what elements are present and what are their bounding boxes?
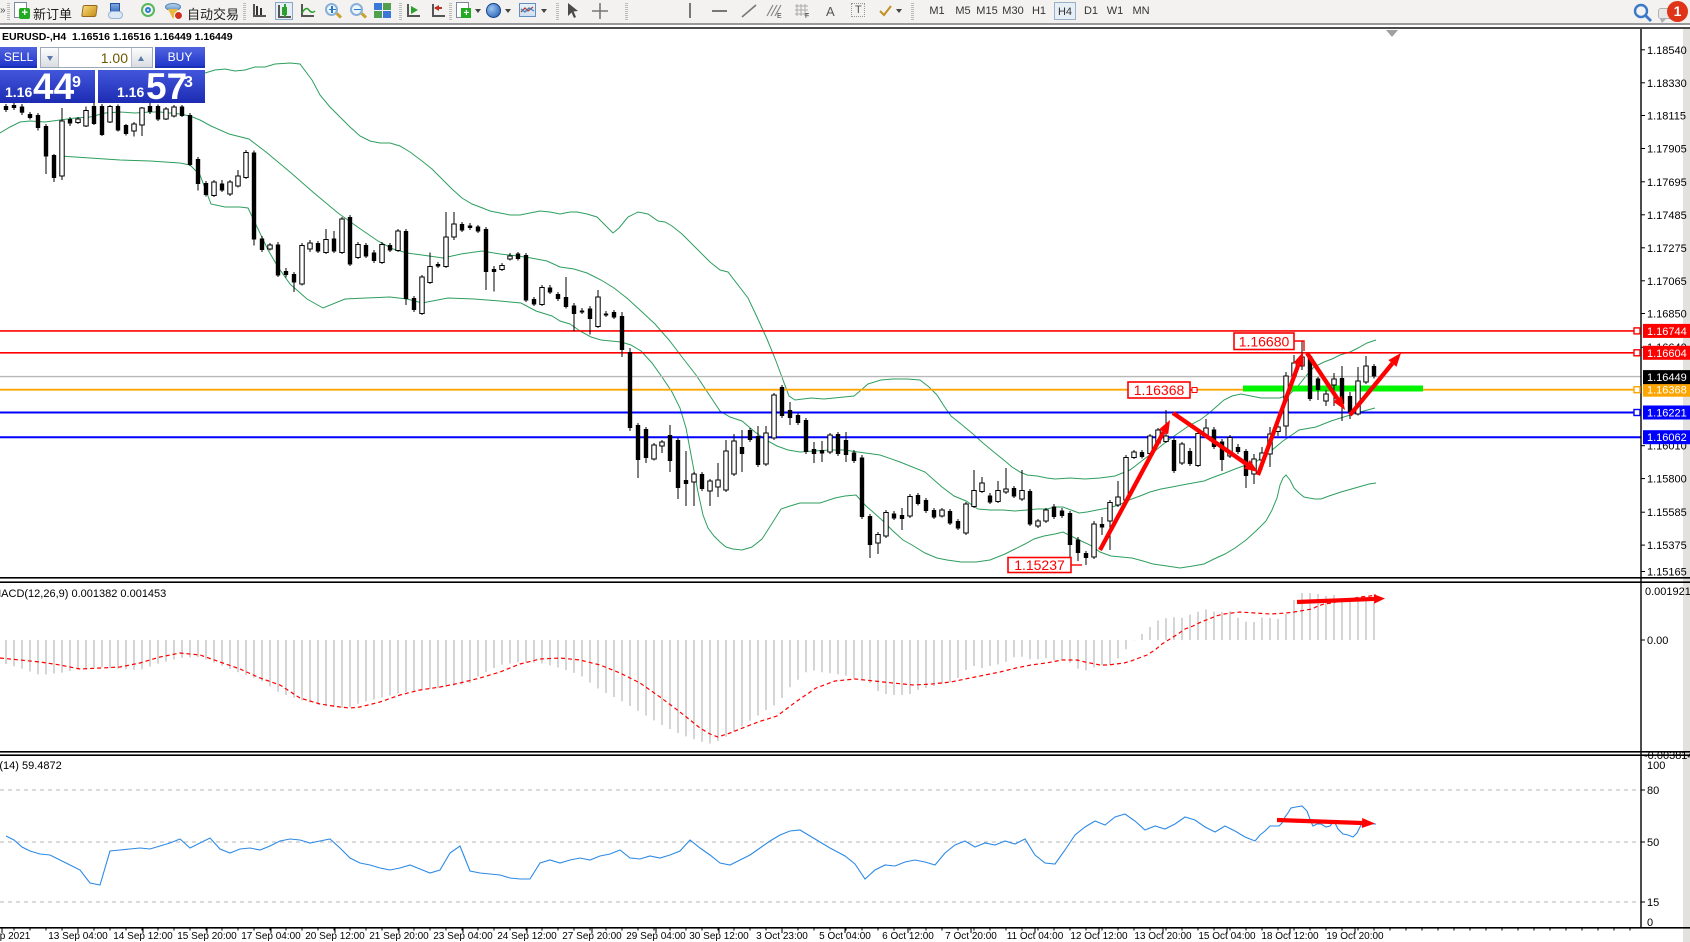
svg-text:6 Oct 12:00: 6 Oct 12:00 [882,931,934,942]
svg-text:27 Sep 20:00: 27 Sep 20:00 [562,931,622,942]
svg-text:1.16744: 1.16744 [1647,326,1687,338]
svg-text:0.001921: 0.001921 [1645,586,1690,598]
svg-text:1.18115: 1.18115 [1647,111,1686,123]
svg-text:1.17695: 1.17695 [1647,177,1687,189]
svg-text:5 Oct 04:00: 5 Oct 04:00 [819,931,871,942]
svg-text:1.16062: 1.16062 [1647,432,1687,444]
svg-text:3 Oct 23:00: 3 Oct 23:00 [756,931,808,942]
svg-text:EURUSD-,H4 1.16516 1.16516 1.: EURUSD-,H4 1.16516 1.16516 1.16449 1.164… [2,31,233,43]
svg-text:14 Sep 12:00: 14 Sep 12:00 [113,931,173,942]
svg-text:1.17905: 1.17905 [1647,144,1687,156]
svg-text:13 Oct 20:00: 13 Oct 20:00 [1134,931,1192,942]
svg-text:18 Oct 12:00: 18 Oct 12:00 [1261,931,1319,942]
svg-text:1.15165: 1.15165 [1647,567,1687,579]
svg-text:1.17065: 1.17065 [1647,276,1687,288]
svg-text:15 Sep 20:00: 15 Sep 20:00 [177,931,237,942]
svg-text:1.18540: 1.18540 [1647,45,1687,57]
svg-text:F: F [805,13,809,20]
svg-text:1.16604: 1.16604 [1647,348,1687,360]
svg-text:-0.003814: -0.003814 [1644,750,1690,762]
svg-text:1.18330: 1.18330 [1647,78,1687,90]
svg-text:10 Sep 2021: 10 Sep 2021 [0,931,31,942]
svg-text:15: 15 [1647,897,1659,909]
svg-text:20 Sep 12:00: 20 Sep 12:00 [305,931,365,942]
svg-text:7 Oct 20:00: 7 Oct 20:00 [945,931,997,942]
svg-text:0.00: 0.00 [1647,635,1668,647]
svg-text:1.16368: 1.16368 [1134,382,1185,398]
svg-text:30 Sep 12:00: 30 Sep 12:00 [689,931,749,942]
svg-text:1.15375: 1.15375 [1647,540,1687,552]
svg-text:29 Sep 04:00: 29 Sep 04:00 [626,931,686,942]
svg-text:13 Sep 04:00: 13 Sep 04:00 [48,931,108,942]
svg-text:1.15585: 1.15585 [1647,507,1687,519]
svg-text:15 Oct 04:00: 15 Oct 04:00 [1198,931,1256,942]
svg-text:23 Sep 04:00: 23 Sep 04:00 [433,931,493,942]
svg-text:1.15800: 1.15800 [1647,474,1687,486]
svg-text:1.17275: 1.17275 [1647,243,1687,255]
svg-text:11 Oct 04:00: 11 Oct 04:00 [1007,931,1064,942]
svg-text:RSI(14) 59.4872: RSI(14) 59.4872 [0,760,62,772]
svg-text:MACD(12,26,9) 0.001382 0.00145: MACD(12,26,9) 0.001382 0.001453 [0,588,166,600]
svg-text:17 Sep 04:00: 17 Sep 04:00 [241,931,301,942]
svg-text:12 Oct 12:00: 12 Oct 12:00 [1070,931,1128,942]
svg-text:1.17485: 1.17485 [1647,210,1687,222]
svg-text:E: E [777,13,782,20]
svg-text:0: 0 [1647,917,1653,929]
svg-text:19 Oct 20:00: 19 Oct 20:00 [1326,931,1384,942]
svg-text:24 Sep 12:00: 24 Sep 12:00 [497,931,557,942]
svg-text:1.16850: 1.16850 [1647,309,1687,321]
svg-text:1.16221: 1.16221 [1647,408,1687,420]
svg-text:80: 80 [1647,785,1659,797]
svg-text:1.16449: 1.16449 [1647,372,1687,384]
svg-text:100: 100 [1647,760,1665,772]
svg-text:50: 50 [1647,837,1659,849]
svg-text:1.15237: 1.15237 [1014,557,1065,573]
svg-text:1.16368: 1.16368 [1647,385,1687,397]
svg-text:21 Sep 20:00: 21 Sep 20:00 [369,931,429,942]
svg-text:1.16680: 1.16680 [1239,333,1290,349]
